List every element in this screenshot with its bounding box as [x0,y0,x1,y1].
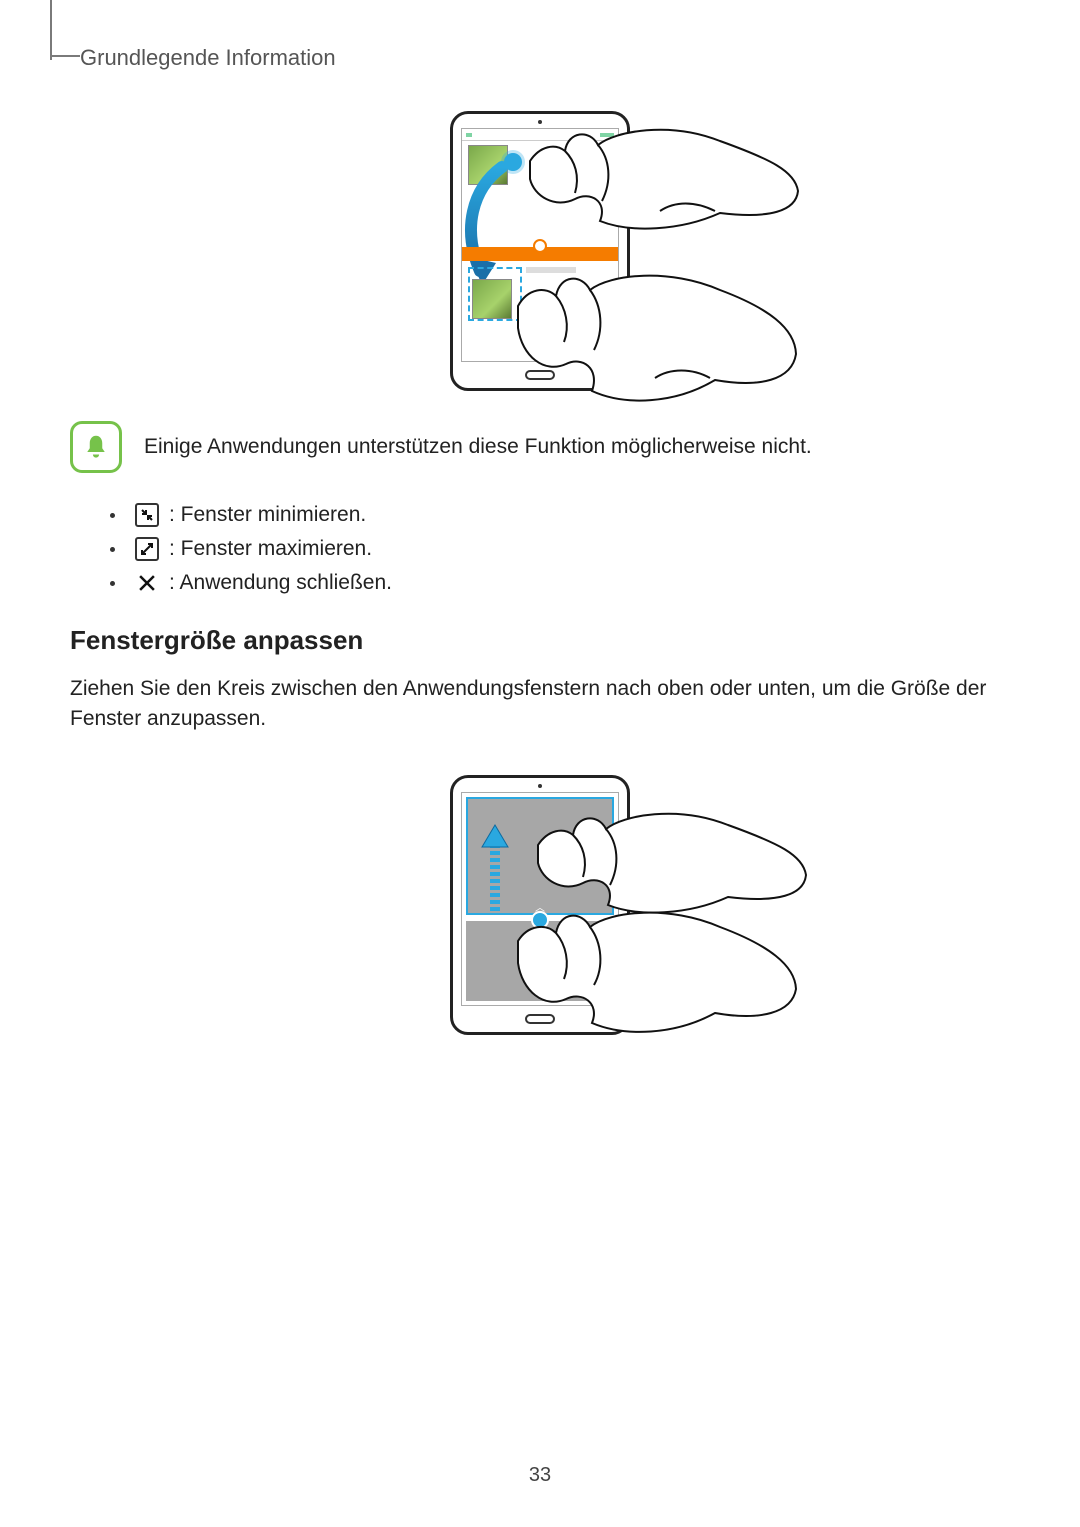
topbar-dot [600,133,614,137]
split-area-bottom [466,921,614,1001]
section-header: Grundlegende Information [80,45,1010,71]
split-handle-icon [533,239,547,253]
list-item: : Fenster minimieren. [110,503,1010,527]
minimize-icon [135,503,159,527]
note-bell-icon [70,421,122,473]
bullet-dot [110,547,115,552]
note-text: Einige Anwendungen unterstützen diese Fu… [144,435,812,459]
bullet-dot [110,513,115,518]
topbar-dot [466,133,472,137]
tablet-home-button [525,1014,555,1024]
tablet-screen-1 [461,128,619,362]
list-item-label: : Fenster maximieren. [169,537,372,561]
figure-1 [70,111,1010,391]
list-item: : Anwendung schließen. [110,571,1010,595]
header-rule-vertical [50,0,52,60]
close-icon [135,571,159,595]
touch-point-icon [504,153,522,171]
thumbnail-image-top [468,145,508,185]
tablet-camera [538,784,542,788]
page-number: 33 [529,1464,551,1487]
bullet-dot [110,581,115,586]
list-item-label: : Fenster minimieren. [169,503,366,527]
tablet-device-1 [450,111,630,391]
content-line [526,267,576,273]
split-handle-icon [531,911,549,929]
tablet-home-button [525,370,555,380]
body-text: Ziehen Sie den Kreis zwischen den Anwend… [70,674,1010,735]
drag-up-arrow-icon [480,823,510,913]
note-row: Einige Anwendungen unterstützen diese Fu… [70,421,1010,473]
icon-bullet-list: : Fenster minimieren. : Fenster maximier… [110,503,1010,595]
tablet-screen-2: ︿ [461,792,619,1006]
tablet-camera [538,120,542,124]
maximize-icon [135,537,159,561]
tablet-topbar [462,129,618,141]
page: Grundlegende Information [0,0,1080,1527]
tablet-device-2: ︿ [450,775,630,1035]
subheading: Fenstergröße anpassen [70,625,1010,656]
figure-2-inner: ︿ [450,775,630,1035]
figure-1-inner [450,111,630,391]
list-item-label: : Anwendung schließen. [169,571,392,595]
list-item: : Fenster maximieren. [110,537,1010,561]
thumbnail-image-bottom [472,279,512,319]
figure-2: ︿ [70,775,1010,1035]
header-rule-horizontal [50,55,80,57]
